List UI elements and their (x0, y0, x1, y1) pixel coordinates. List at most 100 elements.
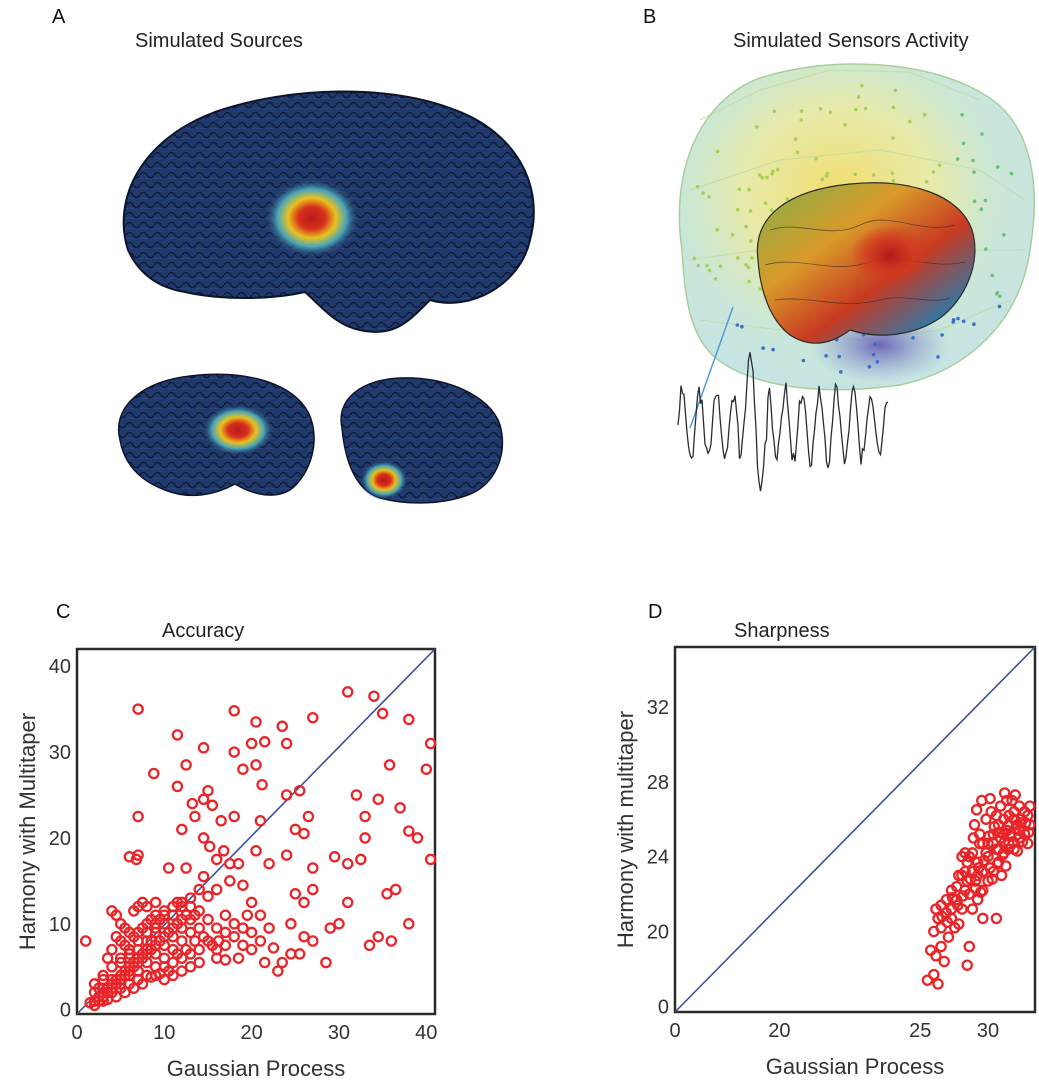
accuracy-point (245, 943, 258, 956)
accuracy-point (210, 922, 223, 934)
accuracy-y-tick-label: 30 (49, 742, 71, 764)
accuracy-point (158, 905, 171, 917)
sensor-dot (793, 137, 798, 141)
accuracy-x-tick-label: 0 (71, 1022, 82, 1044)
accuracy-point (171, 948, 184, 960)
accuracy-point (232, 857, 245, 870)
accuracy-point (245, 926, 258, 939)
accuracy-point (359, 832, 371, 844)
accuracy-point (123, 948, 136, 960)
accuracy-point (298, 930, 310, 943)
sharpness-point (953, 869, 965, 882)
sharpness-point (1000, 860, 1012, 872)
accuracy-point (237, 922, 249, 934)
sensor-dot (737, 187, 742, 192)
sensor-dot (707, 195, 711, 199)
accuracy-point (285, 918, 297, 930)
sharpness-y-tick-label: 0 (658, 996, 669, 1018)
sensor-dot (911, 336, 915, 340)
sharpness-point (953, 918, 965, 930)
accuracy-point (389, 883, 402, 896)
sensor-dot (972, 199, 977, 204)
sharpness-point (968, 819, 981, 831)
sharpness-point (1006, 794, 1018, 807)
accuracy-point (132, 810, 144, 823)
sensor-dot (961, 141, 966, 146)
accuracy-point (359, 810, 371, 823)
accuracy-point (110, 930, 123, 943)
sensor-dot (799, 118, 803, 122)
accuracy-point (267, 942, 280, 954)
accuracy-point (320, 956, 332, 969)
sensor-dot (825, 171, 830, 176)
accuracy-point (237, 879, 249, 891)
sharpness-point (1022, 826, 1035, 839)
sharpness-point (990, 912, 1003, 925)
sensor-dot (995, 290, 1000, 295)
sharpness-y-axis-label: Harmony with multitaper (613, 711, 638, 948)
sharpness-point (977, 912, 989, 925)
accuracy-point (176, 922, 188, 934)
accuracy-point (372, 793, 384, 806)
sharpness-point (961, 959, 973, 971)
accuracy-point (193, 956, 205, 969)
accuracy-point (307, 711, 319, 724)
sensor-dot (1009, 171, 1014, 176)
sensor-dot (875, 360, 880, 364)
sensor-dot (776, 167, 780, 172)
accuracy-point (254, 815, 267, 827)
accuracy-point (106, 943, 118, 956)
accuracy-point (130, 853, 143, 866)
sensor-dot (735, 323, 740, 327)
accuracy-point (381, 888, 393, 900)
sensor-dot (715, 149, 720, 154)
accuracy-point (254, 935, 267, 947)
accuracy-point (88, 986, 101, 999)
sharpness-y-tick-label: 28 (647, 772, 669, 794)
sensor-dot (701, 191, 705, 195)
accuracy-point (385, 935, 398, 947)
sensor-dot (692, 256, 697, 261)
accuracy-point (341, 857, 354, 870)
accuracy-point (180, 943, 192, 956)
sensor-dot (955, 157, 960, 161)
accuracy-point (307, 862, 319, 874)
accuracy-point (272, 965, 284, 977)
sharpness-point (969, 875, 982, 887)
sensor-dot (863, 106, 868, 111)
sharpness-point (964, 873, 977, 885)
accuracy-point (202, 913, 214, 926)
accuracy-point (228, 810, 240, 823)
sensor-dot (972, 322, 976, 327)
sharpness-point (993, 826, 1006, 839)
accuracy-point (184, 961, 197, 973)
accuracy-point (167, 930, 179, 943)
sensor-dot (785, 197, 790, 201)
sensor-dot (984, 247, 988, 251)
accuracy-point (219, 954, 232, 966)
sensor-dot (718, 264, 723, 269)
sensor-dot (696, 263, 701, 268)
accuracy-y-tick-label: 40 (49, 656, 71, 678)
accuracy-point (176, 823, 188, 836)
accuracy-point (193, 943, 205, 956)
accuracy-x-tick-label: 30 (328, 1022, 350, 1044)
accuracy-point (307, 935, 319, 947)
sensor-dot (867, 365, 872, 369)
sensor-dot (735, 256, 740, 260)
brain-sensor-view (756, 182, 976, 344)
sharpness-y-tick-label: 24 (647, 847, 669, 869)
accuracy-point (136, 978, 149, 990)
accuracy-point (403, 918, 415, 930)
accuracy-point (176, 935, 188, 947)
sharpness-scatter-plot: 0 20 25 30 0 20 24 28 32 Gaussian Process Harmony … (613, 645, 1037, 1079)
sensor-dot (748, 209, 753, 213)
accuracy-point (123, 969, 136, 982)
accuracy-point (119, 986, 131, 999)
sensor-dot (990, 273, 995, 278)
accuracy-point (280, 849, 293, 861)
accuracy-point (184, 900, 197, 913)
sensor-dot (997, 304, 1002, 309)
sharpness-x-axis-label: Gaussian Process (766, 1054, 945, 1079)
accuracy-point (228, 918, 240, 930)
